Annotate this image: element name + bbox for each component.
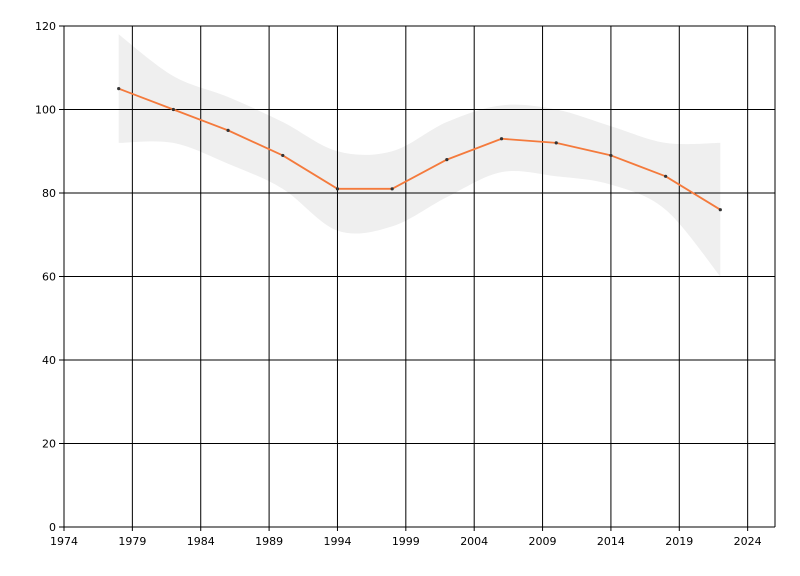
y-tick-label: 120 xyxy=(35,20,56,33)
data-point xyxy=(609,153,613,158)
y-tick-label: 100 xyxy=(35,104,56,117)
series-line xyxy=(118,87,721,211)
data-point xyxy=(390,187,394,191)
confidence-band-layer xyxy=(118,34,721,277)
x-tick-label: 2019 xyxy=(665,535,693,548)
data-point xyxy=(335,187,340,191)
x-tick-label: 2014 xyxy=(597,535,625,548)
x-tick-label: 1999 xyxy=(392,535,420,548)
x-tick-label: 1979 xyxy=(118,535,146,548)
y-tick-label: 80 xyxy=(42,187,56,200)
confidence-band xyxy=(118,34,721,277)
data-point xyxy=(445,158,449,162)
y-tick-label: 40 xyxy=(42,354,56,367)
y-tick-label: 60 xyxy=(42,271,56,284)
x-tick-label: 1989 xyxy=(255,535,283,548)
axis-layer xyxy=(59,26,775,528)
tick-labels-layer: 1974 1979 1984 1989 1994 1999 2004 2009 2014 2019… xyxy=(35,20,762,548)
y-tick-label: 0 xyxy=(49,521,56,534)
x-tick-label: 2024 xyxy=(734,535,762,548)
x-tick-label: 1994 xyxy=(323,535,351,548)
data-point xyxy=(718,208,722,212)
x-tick-label: 2009 xyxy=(529,535,557,548)
data-point xyxy=(281,153,285,158)
series-layer xyxy=(118,87,721,211)
y-tick-label: 20 xyxy=(42,438,56,451)
data-point xyxy=(171,107,175,112)
x-tick-label: 2004 xyxy=(460,535,488,548)
data-point xyxy=(226,128,230,132)
points-layer xyxy=(117,87,722,212)
data-point xyxy=(554,141,558,145)
data-point xyxy=(117,87,121,91)
data-point xyxy=(664,174,668,178)
data-point xyxy=(499,137,504,141)
x-tick-label: 1974 xyxy=(50,535,78,548)
x-tick-label: 1984 xyxy=(187,535,215,548)
